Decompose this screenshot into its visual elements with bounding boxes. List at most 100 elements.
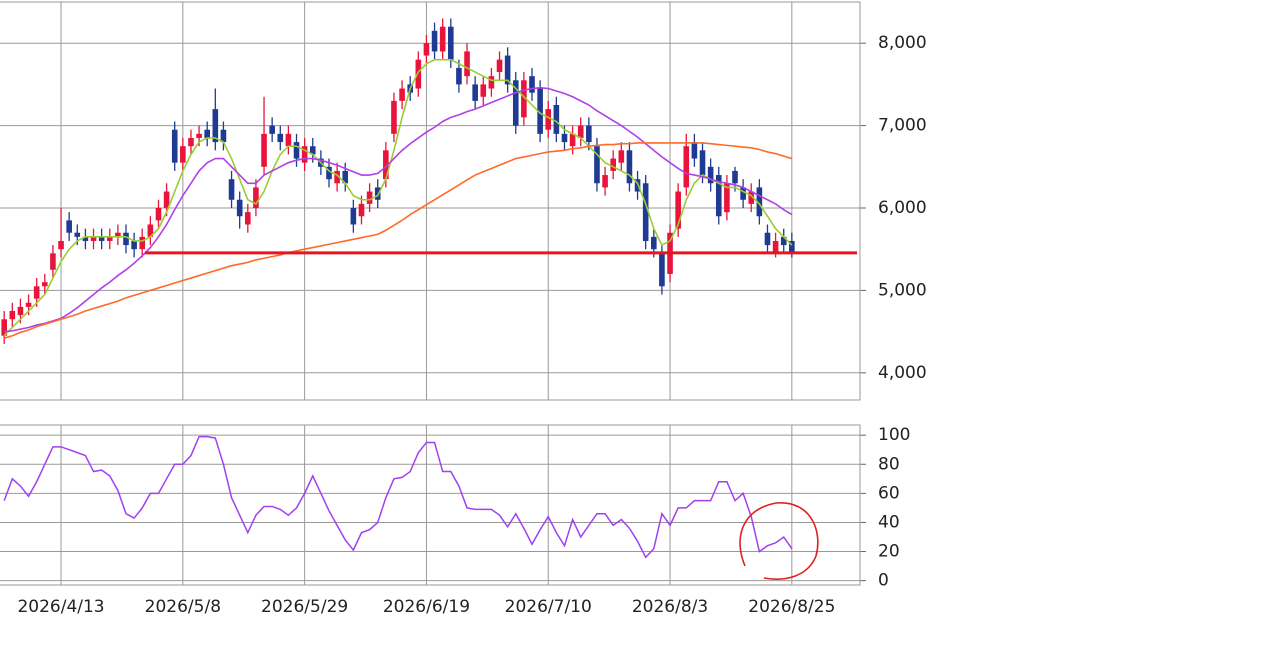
candle-body	[504, 55, 511, 85]
x-tick-label: 2026/8/25	[748, 597, 835, 617]
oscillator-line	[3, 435, 793, 559]
candle-body	[699, 150, 706, 176]
candle-body	[464, 51, 470, 77]
candle-body	[683, 146, 690, 188]
candle-body	[439, 26, 446, 52]
candle-body	[334, 170, 340, 184]
candle-body	[391, 100, 397, 134]
candle-body	[577, 125, 584, 138]
y-tick-label: 20	[878, 542, 900, 562]
candle-body	[171, 129, 178, 163]
candle-body	[724, 183, 730, 213]
candle-body	[772, 240, 779, 254]
candle-body	[675, 191, 681, 229]
candle-body	[423, 43, 430, 56]
y-tick-label: 6,000	[878, 198, 927, 218]
moving-average-line	[4, 86, 793, 333]
candle-body	[301, 146, 308, 163]
candle-body	[25, 302, 32, 307]
candle-body	[50, 253, 56, 270]
x-tick-label: 2026/7/10	[505, 597, 592, 617]
candle-body	[561, 133, 568, 143]
candle-body	[488, 76, 495, 89]
candle-body	[245, 212, 251, 225]
candle-body	[642, 183, 649, 241]
moving-average-line	[3, 142, 793, 339]
candle-body	[228, 179, 235, 200]
candle-body	[756, 187, 763, 217]
candle-body	[326, 166, 332, 180]
candle-body	[66, 220, 72, 233]
candle-body	[707, 166, 714, 184]
x-tick-label: 2026/4/13	[17, 597, 104, 617]
candle-body	[358, 203, 365, 217]
candle-body	[212, 109, 219, 143]
candle-body	[123, 232, 129, 246]
hand-drawn-circle	[739, 502, 819, 580]
candle-body	[569, 133, 576, 147]
candle-body	[139, 236, 146, 250]
y-tick-label: 8,000	[878, 33, 927, 53]
candle-body	[350, 208, 357, 225]
candle-body	[480, 84, 487, 97]
candle-body	[399, 88, 405, 101]
candle-body	[9, 311, 16, 320]
candle-body	[472, 84, 478, 101]
candle-body	[131, 240, 137, 250]
x-tick-label: 2026/5/29	[261, 597, 348, 617]
candle-body	[163, 191, 170, 209]
candle-body	[618, 150, 625, 163]
candle-body	[33, 286, 40, 299]
candle-body	[415, 59, 422, 89]
candle-body	[115, 232, 121, 237]
candle-body	[204, 129, 210, 138]
candle-body	[236, 199, 243, 217]
price-panel-border	[0, 1, 861, 401]
x-tick-label: 2026/6/19	[383, 597, 470, 617]
candle-body	[610, 158, 616, 171]
candle-body	[98, 236, 105, 241]
candle-body	[220, 129, 227, 143]
plot-layer: 2026/4/13 2026/5/8 2026/5/29 2026/6/19 2026/…	[0, 2, 927, 617]
y-tick-label: 80	[878, 454, 900, 474]
y-tick-label: 100	[878, 425, 910, 445]
x-tick-label: 2026/8/3	[632, 597, 708, 617]
candle-body	[529, 76, 535, 93]
candle-body	[383, 150, 389, 180]
candle-body	[748, 191, 755, 204]
candle-body	[82, 236, 89, 241]
candle-body	[496, 59, 503, 73]
candle-body	[512, 80, 519, 126]
candle-body	[269, 125, 275, 134]
y-tick-label: 40	[878, 512, 900, 532]
candle-body	[651, 236, 657, 250]
candle-body	[106, 236, 113, 241]
candle-body	[285, 133, 292, 147]
candle-body	[253, 187, 259, 209]
candle-body	[789, 240, 795, 254]
candle-body	[42, 282, 48, 287]
moving-average-line	[3, 58, 793, 337]
candle-body	[553, 105, 560, 134]
candle-body	[309, 146, 316, 155]
oscillator-panel-border	[0, 424, 861, 586]
candle-body	[261, 133, 267, 167]
candle-body	[764, 232, 771, 246]
candle-body	[659, 253, 665, 287]
candle-body	[147, 224, 154, 237]
candle-body	[691, 142, 698, 159]
candle-body	[594, 146, 600, 184]
x-tick-label: 2026/5/8	[145, 597, 221, 617]
candle-body	[521, 80, 527, 118]
y-tick-label: 5,000	[878, 280, 927, 300]
y-tick-label: 60	[878, 483, 900, 503]
candle-body	[602, 175, 608, 188]
candle-body	[780, 236, 787, 246]
candle-body	[456, 67, 462, 85]
candle-body	[626, 150, 633, 184]
candle-body	[431, 30, 438, 52]
candle-body	[277, 133, 284, 143]
